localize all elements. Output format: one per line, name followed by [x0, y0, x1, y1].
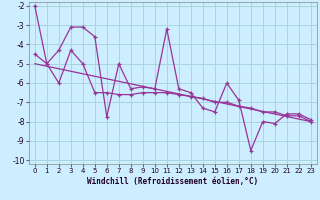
X-axis label: Windchill (Refroidissement éolien,°C): Windchill (Refroidissement éolien,°C) [87, 177, 258, 186]
